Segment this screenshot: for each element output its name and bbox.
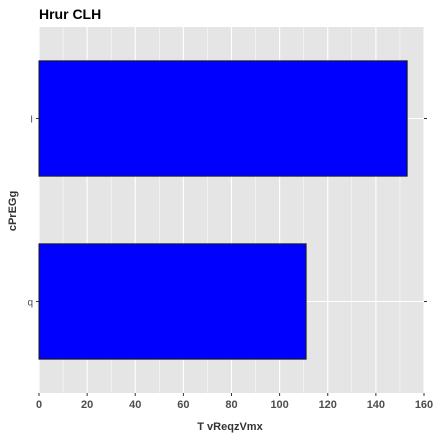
- x-tick-label: 80: [225, 399, 237, 411]
- chart-title: Hrur CLH: [39, 6, 101, 22]
- bar-layer: [38, 60, 408, 360]
- x-tick-label: 60: [177, 399, 189, 411]
- x-tick-label: 160: [415, 399, 433, 411]
- bar-q: [38, 243, 307, 360]
- y-tick-label: I: [30, 115, 33, 126]
- x-axis-label: T vReqzVmx: [197, 421, 263, 433]
- x-tick-label: 140: [367, 399, 385, 411]
- y-axis-label: cPrEGg: [7, 191, 19, 231]
- x-tick-label: 120: [319, 399, 337, 411]
- bar-I: [38, 60, 408, 177]
- x-tick-label: 20: [81, 399, 93, 411]
- y-tick-label: q: [27, 298, 33, 309]
- x-tick-label: 0: [36, 399, 42, 411]
- tick-layer: 0 20 40 60 80 100 120 140 160 Iq: [27, 115, 433, 412]
- x-tick-label: 100: [270, 399, 288, 411]
- x-tick-label: 40: [129, 399, 141, 411]
